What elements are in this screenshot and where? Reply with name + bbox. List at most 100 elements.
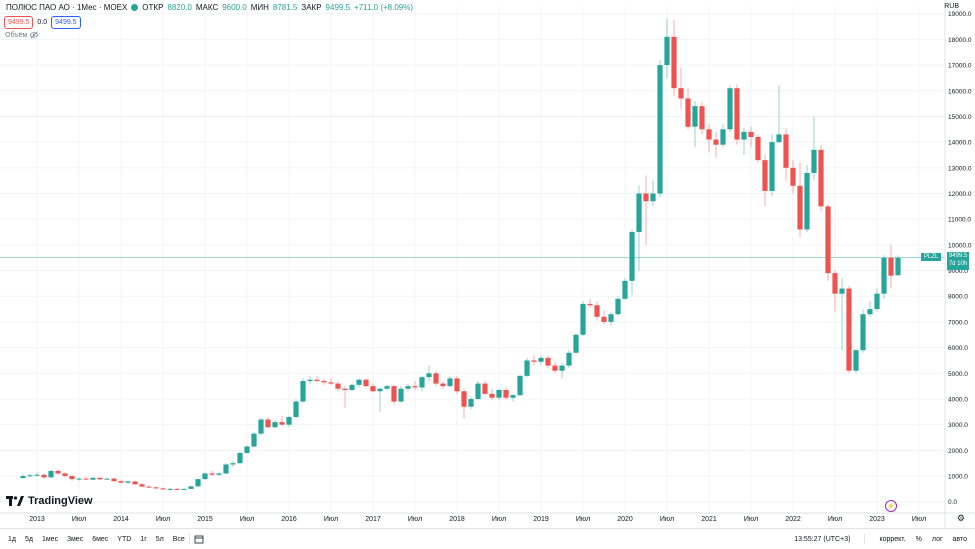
- close-label: ЗАКР: [301, 3, 322, 12]
- time-axis[interactable]: 2013 Июл 2014 Июл 2015 Июл 2016 Июл 2017 Июл 2018 И…: [0, 512, 975, 523]
- adjust-toggle[interactable]: коррект.: [879, 535, 906, 543]
- candle-body: [734, 88, 740, 140]
- x-tick-label: 2018: [449, 516, 465, 523]
- symbol-price-label: PLZL: [921, 252, 942, 261]
- hidden-eye-icon[interactable]: [30, 31, 39, 39]
- x-tick-label: 2016: [281, 516, 297, 523]
- date-range-icon[interactable]: [194, 534, 204, 544]
- x-tick-label: 2017: [365, 516, 381, 523]
- candle-body: [692, 106, 698, 127]
- x-tick-label: Июл: [912, 516, 926, 523]
- volume-legend[interactable]: Объём: [5, 31, 39, 39]
- sell-button[interactable]: 9499.5: [4, 16, 34, 29]
- candle-body: [328, 382, 334, 384]
- candle-body: [776, 134, 782, 143]
- candle-body: [69, 476, 75, 480]
- market-status-icon: [131, 4, 139, 11]
- y-tick-label: 12000.0: [948, 191, 972, 198]
- y-tick-label: 14000.0: [948, 140, 972, 147]
- x-tick-label: 2021: [701, 516, 717, 523]
- candle-body: [34, 474, 40, 476]
- currency-label[interactable]: RUB: [944, 3, 959, 10]
- candle-body: [132, 481, 138, 485]
- candle-body: [685, 98, 691, 127]
- candle-body: [531, 360, 537, 362]
- candle-body: [755, 136, 761, 161]
- candle-body: [839, 288, 845, 294]
- tradingview-logo[interactable]: TradingView: [6, 495, 93, 507]
- candle-body: [97, 477, 103, 480]
- candle-body: [881, 257, 887, 294]
- candle-body: [111, 478, 117, 482]
- x-tick-label: Июл: [72, 516, 86, 523]
- candle-body: [706, 129, 712, 140]
- y-tick-label: 13000.0: [948, 165, 972, 172]
- candle-body: [587, 303, 593, 306]
- candle-body: [342, 388, 348, 390]
- candle-body: [790, 167, 796, 186]
- candle-body: [853, 350, 859, 371]
- timeframe-button[interactable]: 6мес: [92, 535, 109, 543]
- x-tick-label: 2022: [785, 516, 801, 523]
- candle-body: [601, 316, 607, 322]
- candle-body: [244, 446, 250, 453]
- timeframe-button[interactable]: Все: [172, 535, 185, 543]
- candle-body: [349, 384, 355, 390]
- timeframe-button[interactable]: 3мес: [67, 535, 84, 543]
- timeframe-button[interactable]: 5д: [24, 535, 33, 543]
- y-tick-label: 8000.0: [948, 294, 968, 301]
- y-tick-label: 16000.0: [948, 88, 972, 95]
- x-tick-label: 2019: [533, 516, 549, 523]
- symbol-title[interactable]: ПОЛЮС ПАО АО · 1Мес · MOEX: [6, 3, 128, 12]
- candle-body: [188, 486, 194, 489]
- candle-body: [90, 477, 96, 480]
- candles: [20, 18, 901, 491]
- auto-toggle[interactable]: авто: [952, 535, 967, 543]
- candle-body: [888, 257, 894, 276]
- candle-body: [699, 106, 705, 130]
- candle-body: [230, 463, 236, 465]
- candle-body: [153, 487, 159, 489]
- candle-body: [748, 131, 754, 137]
- candle-body: [811, 149, 817, 173]
- candle-body: [769, 142, 775, 191]
- candle-body: [727, 88, 733, 130]
- bar-countdown: 7d 10h: [948, 260, 968, 267]
- candle-body: [552, 365, 558, 371]
- gear-icon[interactable]: ⚙: [956, 513, 965, 523]
- event-flash-icon[interactable]: ⚡: [885, 500, 897, 512]
- candle-body: [286, 416, 292, 425]
- toolbar-divider: [188, 534, 190, 544]
- candle-body: [139, 484, 145, 487]
- x-tick-label: Июл: [744, 516, 758, 523]
- candle-body: [300, 381, 306, 402]
- buy-button[interactable]: 9499.5: [51, 16, 81, 29]
- candle-body: [251, 433, 257, 447]
- candle-body: [622, 280, 628, 299]
- timeframe-button[interactable]: 1г: [140, 535, 147, 543]
- candle-body: [377, 388, 383, 392]
- log-toggle[interactable]: лог: [931, 535, 943, 543]
- right-tools: 13:55:27 (UTC+3) коррект. % лог авто: [794, 529, 967, 549]
- candle-body: [762, 160, 768, 191]
- timeframe-button[interactable]: 5л: [155, 535, 164, 543]
- timeframe-button[interactable]: 1мес: [41, 535, 59, 543]
- last-price-value: 9499.5: [948, 252, 968, 259]
- timeframe-button[interactable]: 1д: [8, 535, 16, 543]
- price-axis[interactable]: 0.0 1000.0 2000.0 3000.0 4000.0 5000.0 6000.0 7…: [944, 0, 972, 528]
- clock[interactable]: 13:55:27 (UTC+3): [794, 535, 851, 543]
- candle-body: [104, 478, 110, 480]
- timeframe-button[interactable]: YTD: [117, 535, 132, 543]
- y-tick-label: 18000.0: [948, 37, 972, 44]
- candle-body: [454, 378, 460, 392]
- y-tick-label: 7000.0: [948, 319, 968, 326]
- percent-toggle[interactable]: %: [915, 535, 922, 543]
- candle-body: [650, 193, 656, 202]
- candle-body: [335, 383, 341, 389]
- candle-body: [629, 232, 635, 281]
- candle-body: [118, 481, 124, 483]
- open-label: ОТКР: [142, 3, 164, 12]
- candle-body: [846, 288, 852, 371]
- candle-body: [83, 478, 89, 480]
